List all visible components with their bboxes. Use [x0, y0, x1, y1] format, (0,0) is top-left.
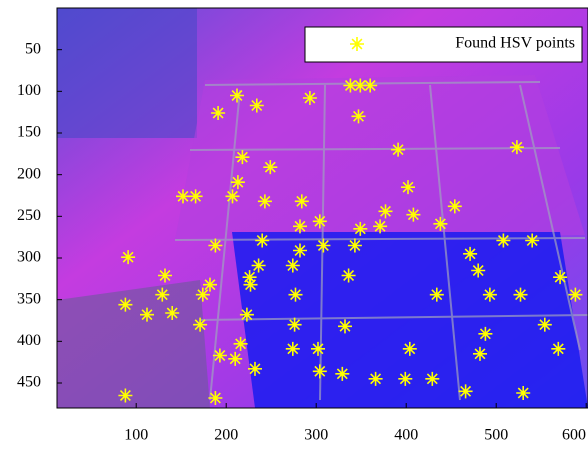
- point: [369, 372, 383, 386]
- point: [213, 349, 227, 363]
- background-image: [57, 8, 588, 408]
- point: [226, 189, 240, 203]
- y-tick-label: 50: [25, 40, 41, 57]
- point: [496, 234, 510, 248]
- y-tick-label: 250: [17, 207, 41, 224]
- point: [401, 180, 415, 194]
- y-tick-label: 150: [17, 124, 41, 141]
- point: [311, 342, 325, 356]
- point: [391, 143, 405, 157]
- point: [295, 194, 309, 208]
- point: [286, 342, 300, 356]
- y-tick-label: 450: [17, 374, 41, 391]
- point: [211, 106, 225, 120]
- point: [165, 306, 179, 320]
- point: [406, 208, 420, 222]
- point: [155, 288, 169, 302]
- point: [208, 239, 222, 253]
- point: [244, 278, 258, 292]
- point: [228, 352, 242, 366]
- point: [363, 79, 377, 93]
- point: [348, 239, 362, 253]
- point: [140, 308, 154, 322]
- point: [403, 342, 417, 356]
- point: [338, 319, 352, 333]
- point: [459, 384, 473, 398]
- point: [196, 288, 210, 302]
- point: [463, 247, 477, 261]
- point: [248, 362, 262, 376]
- point: [373, 219, 387, 233]
- point: [208, 391, 222, 405]
- point: [316, 239, 330, 253]
- point: [286, 259, 300, 273]
- point: [293, 244, 307, 258]
- point: [121, 250, 135, 264]
- point: [240, 308, 254, 322]
- point: [230, 89, 244, 103]
- point: [430, 288, 444, 302]
- point: [379, 204, 393, 218]
- chart: Found HSV points 100 200 300 400 500 600 50 100…: [0, 0, 588, 448]
- x-tick-label: 100: [124, 427, 148, 444]
- point: [255, 234, 269, 248]
- point: [335, 367, 349, 381]
- point: [293, 219, 307, 233]
- point: [313, 364, 327, 378]
- y-tick-label: 300: [17, 249, 41, 266]
- point: [243, 270, 257, 284]
- point: [433, 217, 447, 231]
- point: [514, 288, 528, 302]
- point: [235, 150, 249, 164]
- y-tick-label: 100: [17, 82, 41, 99]
- point: [203, 278, 217, 292]
- point: [473, 347, 487, 361]
- point: [303, 91, 317, 105]
- point: [189, 189, 203, 203]
- point: [250, 99, 264, 113]
- point: [398, 372, 412, 386]
- point: [342, 269, 356, 283]
- legend-marker: [350, 37, 364, 51]
- point: [471, 264, 485, 278]
- point: [483, 288, 497, 302]
- legend-label: Found HSV points: [455, 35, 575, 52]
- x-tick-label: 200: [214, 427, 238, 444]
- point: [176, 189, 190, 203]
- point: [231, 175, 245, 189]
- point: [234, 337, 248, 351]
- point: [158, 269, 172, 283]
- point: [313, 214, 327, 228]
- point: [288, 318, 302, 332]
- x-tick-label: 600: [562, 427, 586, 444]
- x-tick-label: 400: [394, 427, 418, 444]
- y-tick-label: 400: [17, 332, 41, 349]
- point: [263, 160, 277, 174]
- point: [118, 389, 132, 403]
- point: [258, 194, 272, 208]
- x-tick-label: 500: [484, 427, 508, 444]
- point: [289, 288, 303, 302]
- x-tick-label: 300: [304, 427, 328, 444]
- point: [193, 318, 207, 332]
- y-tick-label: 350: [17, 290, 41, 307]
- point: [118, 298, 132, 312]
- y-tick-label: 200: [17, 165, 41, 182]
- point: [252, 259, 266, 273]
- point: [425, 372, 439, 386]
- point: [448, 199, 462, 213]
- point: [478, 327, 492, 341]
- point: [353, 222, 367, 236]
